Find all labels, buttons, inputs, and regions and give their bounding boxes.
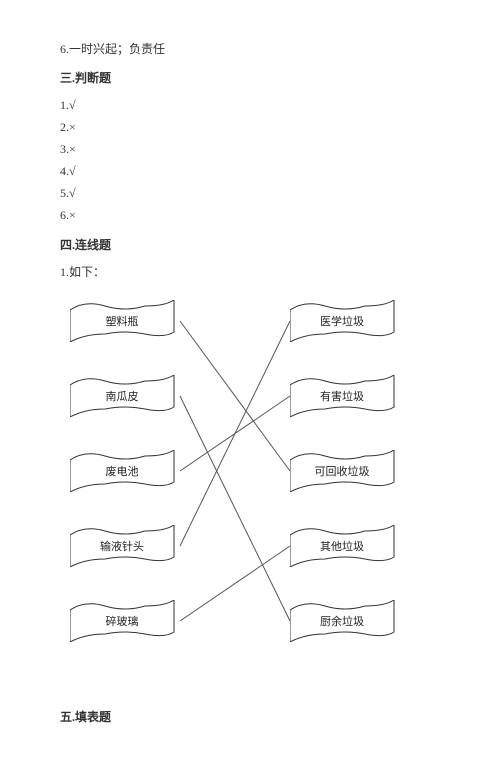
matching-node-left-0: 塑料瓶	[70, 300, 180, 342]
matching-node-left-2: 废电池	[70, 450, 180, 492]
matching-node-label: 可回收垃圾	[290, 450, 400, 492]
matching-node-left-1: 南瓜皮	[70, 375, 180, 417]
matching-node-label: 医学垃圾	[290, 300, 400, 342]
top-line: 6.一时兴起；负责任	[60, 40, 440, 57]
judge-item: 3.×	[60, 140, 440, 158]
matching-node-right-4: 厨余垃圾	[290, 600, 400, 642]
matching-node-left-4: 碎玻璃	[70, 600, 180, 642]
section-3-heading: 三.判断题	[60, 69, 440, 86]
matching-node-label: 输液针头	[70, 525, 180, 567]
matching-node-label: 厨余垃圾	[290, 600, 400, 642]
section-4-heading: 四.连线题	[60, 236, 440, 253]
judge-item: 6.×	[60, 206, 440, 224]
matching-node-label: 塑料瓶	[70, 300, 180, 342]
page-root: 6.一时兴起；负责任 三.判断题 1.√ 2.× 3.× 4.√ 5.√ 6.×…	[0, 0, 500, 765]
section-4-intro: 1.如下：	[60, 263, 440, 280]
judge-item: 2.×	[60, 118, 440, 136]
matching-node-right-3: 其他垃圾	[290, 525, 400, 567]
matching-diagram: 塑料瓶南瓜皮废电池输液针头碎玻璃 医学垃圾有害垃圾可回收垃圾其他垃圾厨余垃圾	[60, 290, 440, 690]
matching-node-label: 碎玻璃	[70, 600, 180, 642]
matching-node-label: 废电池	[70, 450, 180, 492]
matching-node-right-1: 有害垃圾	[290, 375, 400, 417]
judge-item: 1.√	[60, 96, 440, 114]
matching-node-label: 南瓜皮	[70, 375, 180, 417]
matching-node-label: 其他垃圾	[290, 525, 400, 567]
judge-item: 5.√	[60, 184, 440, 202]
matching-node-left-3: 输液针头	[70, 525, 180, 567]
matching-node-label: 有害垃圾	[290, 375, 400, 417]
judge-answer-list: 1.√ 2.× 3.× 4.√ 5.√ 6.×	[60, 96, 440, 224]
matching-node-right-0: 医学垃圾	[290, 300, 400, 342]
section-5-heading: 五.填表题	[60, 708, 440, 725]
matching-node-right-2: 可回收垃圾	[290, 450, 400, 492]
judge-item: 4.√	[60, 162, 440, 180]
